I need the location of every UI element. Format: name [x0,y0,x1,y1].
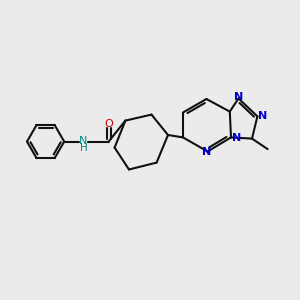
Text: O: O [104,118,113,129]
Text: N: N [202,147,211,157]
Text: N: N [79,136,88,146]
Text: N: N [258,111,267,121]
Text: N: N [232,133,241,143]
Text: N: N [234,92,243,102]
Text: H: H [80,143,88,153]
